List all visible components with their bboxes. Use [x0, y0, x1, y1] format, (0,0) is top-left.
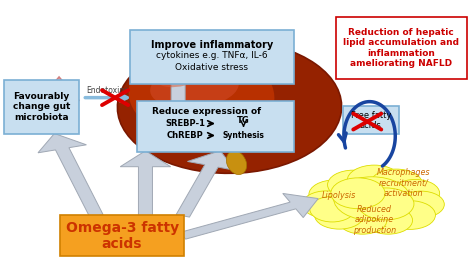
Text: Reduced
adipokine
production: Reduced adipokine production: [353, 205, 396, 235]
Text: Omega-3 fatty
acids: Omega-3 fatty acids: [65, 221, 179, 251]
FancyBboxPatch shape: [336, 17, 467, 78]
Circle shape: [314, 201, 364, 229]
Text: Free fatty
acids: Free fatty acids: [351, 111, 391, 130]
Ellipse shape: [128, 48, 274, 143]
Ellipse shape: [227, 151, 246, 175]
Circle shape: [347, 165, 401, 196]
FancyBboxPatch shape: [4, 80, 79, 134]
Circle shape: [334, 177, 410, 220]
FancyBboxPatch shape: [343, 106, 399, 134]
Polygon shape: [39, 77, 79, 124]
Ellipse shape: [118, 41, 342, 173]
Circle shape: [338, 207, 387, 234]
Text: Reduce expression of: Reduce expression of: [152, 107, 261, 116]
Circle shape: [331, 178, 385, 209]
Ellipse shape: [157, 68, 199, 87]
Text: Endotoxins: Endotoxins: [86, 86, 128, 95]
Text: ChREBP: ChREBP: [167, 131, 203, 140]
Polygon shape: [120, 151, 171, 216]
Circle shape: [310, 197, 355, 222]
FancyBboxPatch shape: [130, 30, 294, 84]
Circle shape: [358, 188, 414, 220]
Circle shape: [364, 207, 412, 234]
Text: Synthesis: Synthesis: [223, 131, 264, 140]
Text: Lipolysis: Lipolysis: [322, 191, 356, 201]
Polygon shape: [38, 134, 103, 217]
Polygon shape: [180, 194, 318, 239]
Text: Reduction of hepatic
lipid accumulation and
inflammation
ameliorating NAFLD: Reduction of hepatic lipid accumulation …: [343, 28, 459, 68]
Circle shape: [391, 179, 440, 207]
Polygon shape: [176, 151, 236, 217]
Circle shape: [385, 201, 436, 229]
Text: cytokines e.g. TNFα, IL-6: cytokines e.g. TNFα, IL-6: [156, 51, 268, 60]
Ellipse shape: [150, 66, 239, 108]
FancyBboxPatch shape: [60, 215, 184, 257]
Text: Macrophages
recruitment/
activation: Macrophages recruitment/ activation: [376, 168, 430, 198]
Text: Improve inflammatory: Improve inflammatory: [151, 40, 273, 50]
Text: Oxidative stress: Oxidative stress: [175, 63, 248, 72]
Circle shape: [302, 191, 350, 218]
Polygon shape: [153, 31, 203, 102]
Text: Favourably
change gut
microbiota: Favourably change gut microbiota: [13, 92, 70, 122]
Text: TG: TG: [237, 116, 250, 125]
Circle shape: [398, 191, 444, 218]
FancyBboxPatch shape: [137, 101, 294, 152]
Circle shape: [309, 180, 360, 209]
Circle shape: [328, 170, 379, 199]
Circle shape: [370, 169, 422, 199]
Text: SREBP-1: SREBP-1: [165, 119, 205, 128]
